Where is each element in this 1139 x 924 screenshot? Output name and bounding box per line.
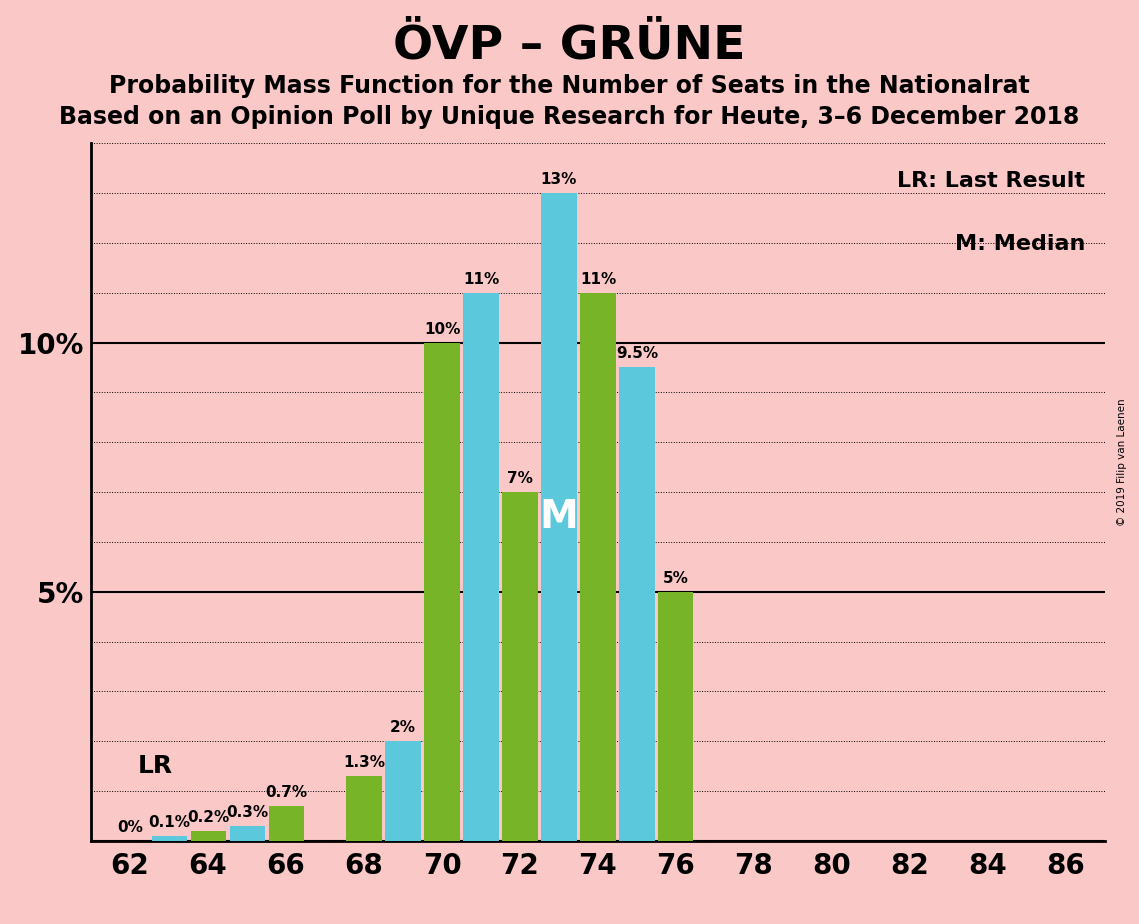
Text: 10%: 10% <box>424 322 460 336</box>
Bar <box>425 343 459 841</box>
Bar <box>151 836 187 841</box>
Text: 11%: 11% <box>462 272 499 286</box>
Text: 9.5%: 9.5% <box>616 346 658 361</box>
Text: Probability Mass Function for the Number of Seats in the Nationalrat: Probability Mass Function for the Number… <box>109 74 1030 98</box>
Text: M: M <box>540 498 579 536</box>
Text: LR: LR <box>138 754 173 778</box>
Bar <box>464 293 499 841</box>
Text: 5%: 5% <box>663 571 689 586</box>
Text: 1.3%: 1.3% <box>343 755 385 770</box>
Text: M: Median: M: Median <box>954 234 1085 254</box>
Bar <box>230 826 264 841</box>
Text: Based on an Opinion Poll by Unique Research for Heute, 3–6 December 2018: Based on an Opinion Poll by Unique Resea… <box>59 105 1080 129</box>
Bar <box>190 831 226 841</box>
Text: 11%: 11% <box>580 272 616 286</box>
Bar <box>658 591 694 841</box>
Text: 0.7%: 0.7% <box>265 785 308 800</box>
Text: 0%: 0% <box>117 820 144 835</box>
Text: ÖVP – GRÜNE: ÖVP – GRÜNE <box>393 23 746 68</box>
Text: 7%: 7% <box>507 471 533 486</box>
Bar <box>581 293 615 841</box>
Text: 13%: 13% <box>541 172 577 187</box>
Text: 0.2%: 0.2% <box>187 810 229 825</box>
Text: 0.1%: 0.1% <box>148 815 190 830</box>
Bar <box>346 776 382 841</box>
Bar <box>385 741 420 841</box>
Text: © 2019 Filip van Laenen: © 2019 Filip van Laenen <box>1117 398 1126 526</box>
Text: 2%: 2% <box>390 720 416 736</box>
Bar <box>620 368 655 841</box>
Text: LR: Last Result: LR: Last Result <box>898 171 1085 191</box>
Text: 0.3%: 0.3% <box>226 805 268 820</box>
Bar <box>541 193 576 841</box>
Bar <box>502 492 538 841</box>
Bar <box>269 806 304 841</box>
